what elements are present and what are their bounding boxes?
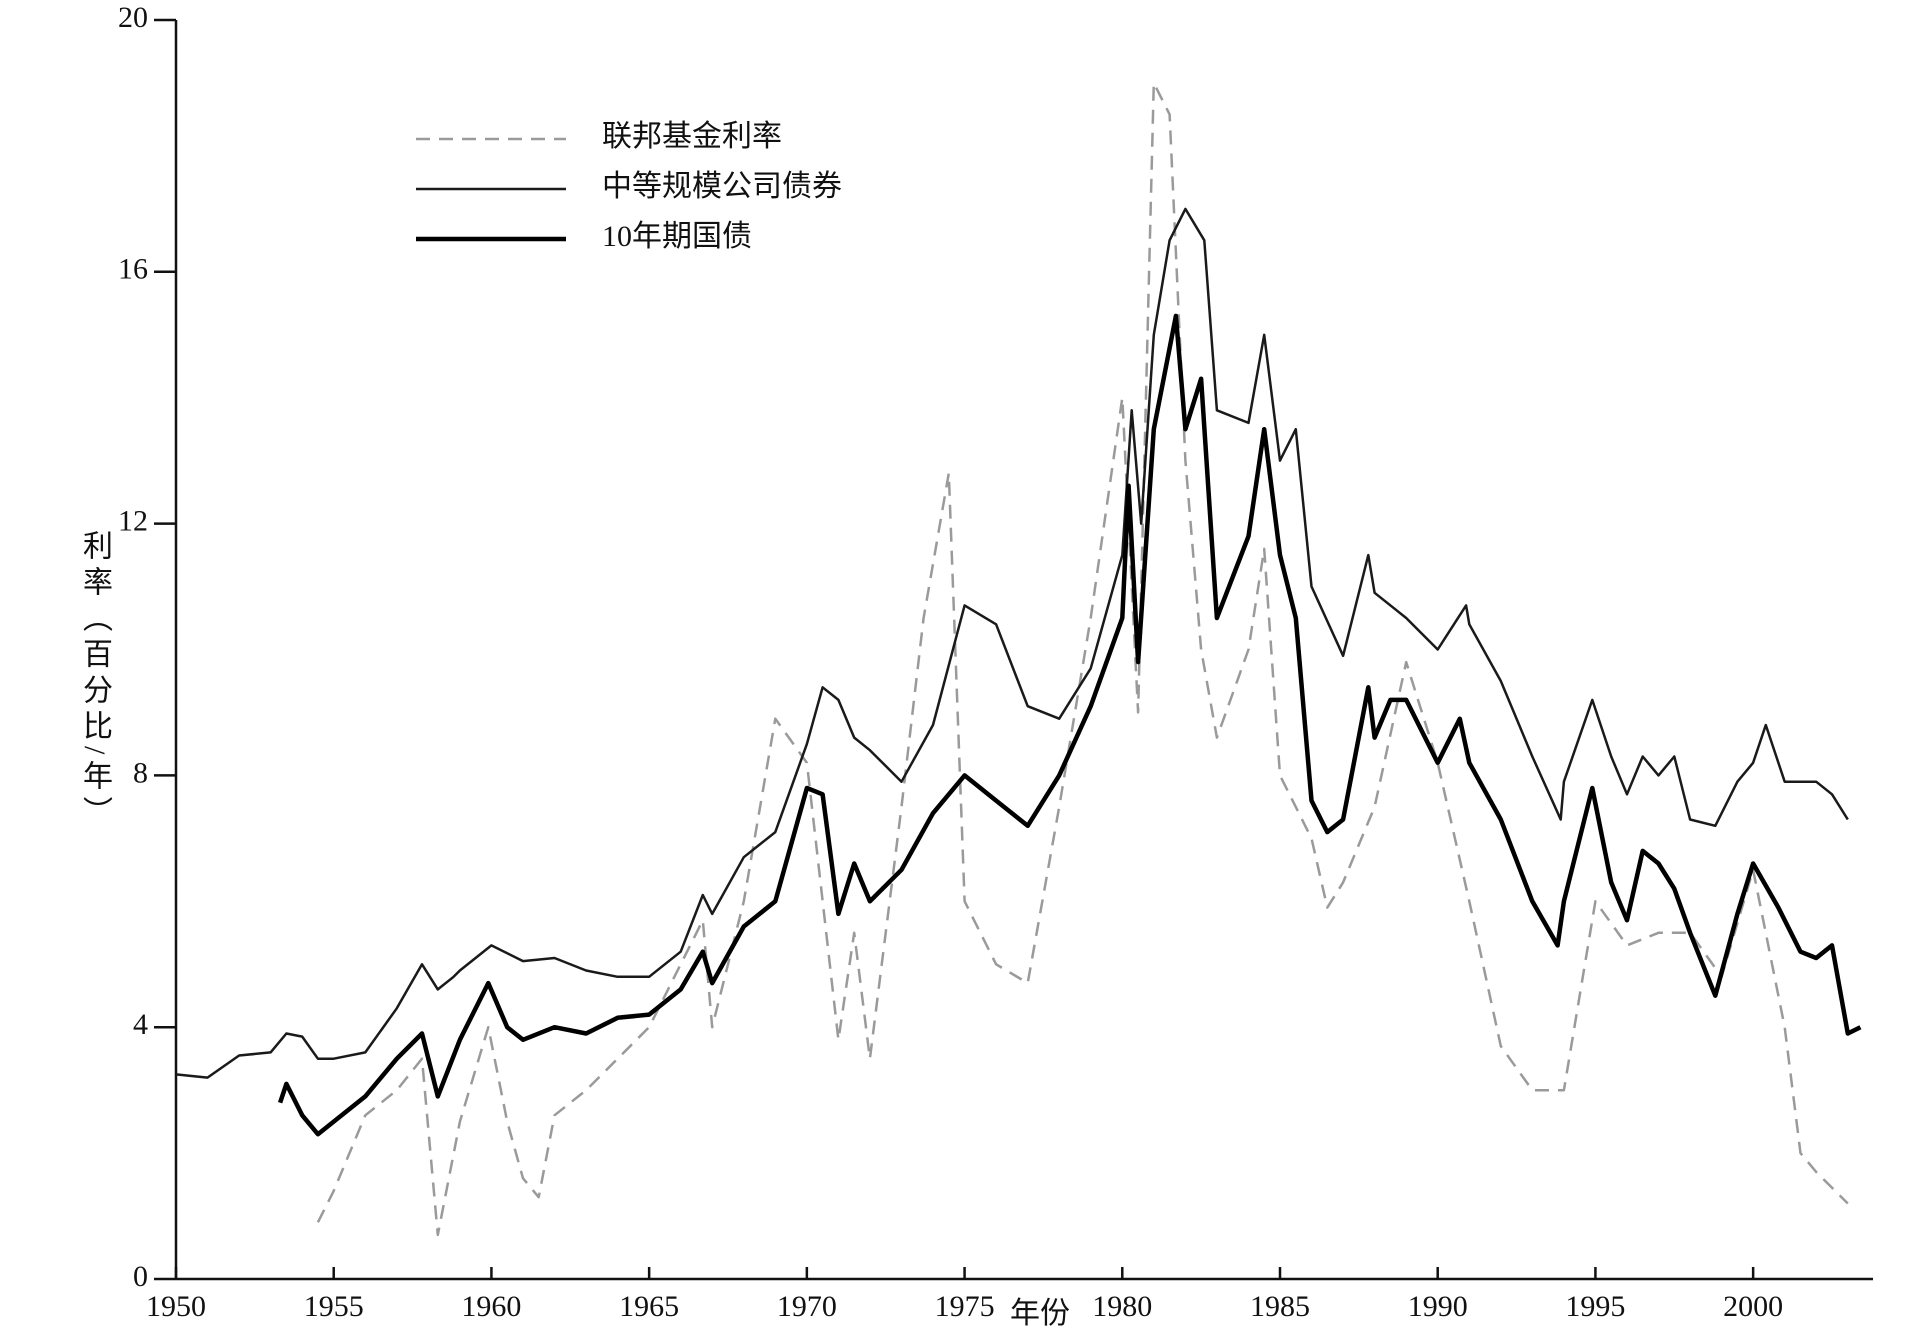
x-tick-label: 1985 bbox=[1250, 1290, 1310, 1323]
y-tick-label: 4 bbox=[133, 1008, 148, 1041]
x-tick-label: 1970 bbox=[777, 1290, 837, 1323]
y-tick-label: 8 bbox=[133, 756, 148, 789]
legend-label: 中等规模公司债券 bbox=[602, 170, 842, 203]
series-line bbox=[277, 313, 1862, 1137]
x-tick-label: 1950 bbox=[146, 1290, 206, 1323]
y-tick-label: 12 bbox=[118, 504, 148, 537]
x-tick-label: 1990 bbox=[1408, 1290, 1468, 1323]
x-tick-label: 1965 bbox=[619, 1290, 679, 1323]
x-tick-label: 1955 bbox=[304, 1290, 364, 1323]
y-tick-label: 20 bbox=[118, 1, 148, 34]
y-tick-label: 16 bbox=[118, 253, 148, 286]
y-tick-label: 0 bbox=[133, 1260, 148, 1293]
series-line bbox=[316, 81, 1849, 1237]
x-tick-label: 1995 bbox=[1565, 1290, 1625, 1323]
legend-label: 10年期国债 bbox=[602, 220, 752, 253]
x-tick-label: 2000 bbox=[1723, 1290, 1783, 1323]
x-tick-label: 1975 bbox=[935, 1290, 995, 1323]
x-axis-label: 年份 bbox=[1010, 1297, 1070, 1330]
legend-label: 联邦基金利率 bbox=[602, 120, 782, 153]
x-tick-label: 1960 bbox=[461, 1290, 521, 1323]
x-tick-label: 1980 bbox=[1092, 1290, 1152, 1323]
series-line bbox=[175, 207, 1849, 1079]
y-axis-label: 利率（百分比/年） bbox=[78, 530, 111, 833]
